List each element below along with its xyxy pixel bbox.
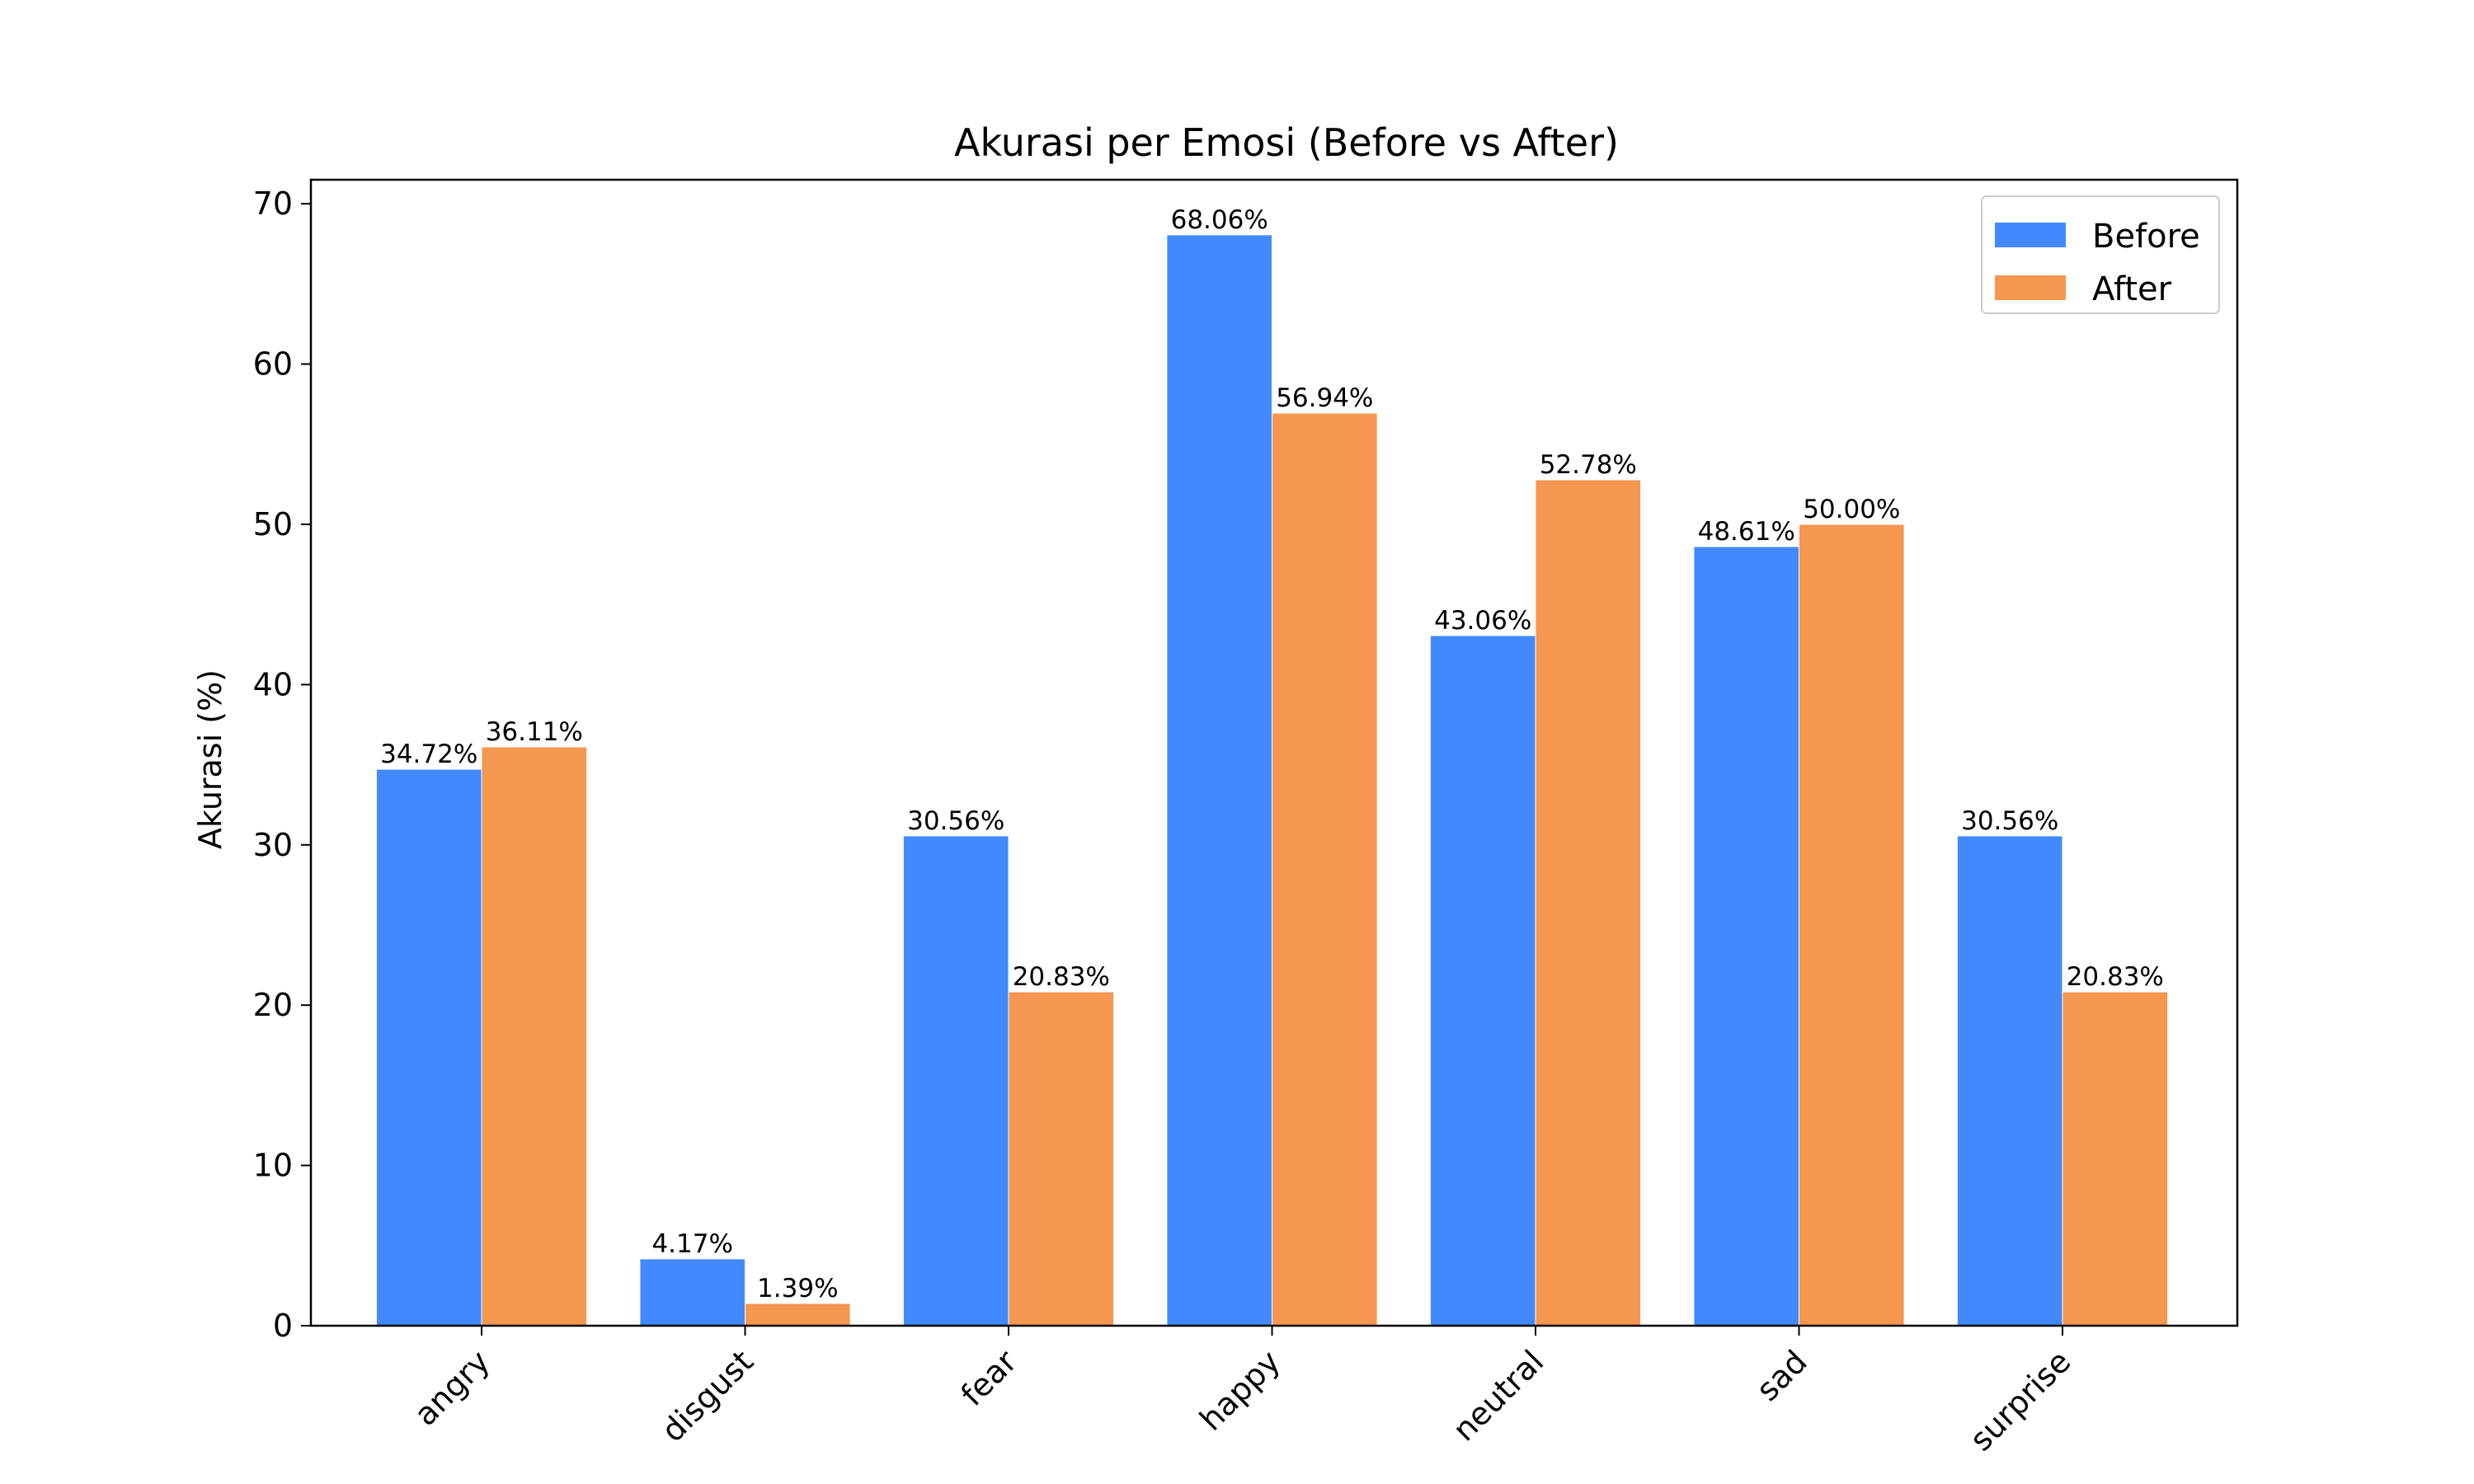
bar-label-before-happy: 68.06%	[1171, 205, 1268, 235]
bar-after-sad	[1799, 524, 1905, 1327]
y-tick-label-0: 0	[273, 1308, 293, 1344]
bar-after-fear	[1008, 991, 1115, 1327]
y-tick-label-10: 10	[253, 1148, 293, 1184]
bar-label-before-disgust: 4.17%	[651, 1229, 732, 1259]
plot-area: 34.72% 36.11% 4.17% 1.39% 30.56% 20.83% 68.06%…	[253, 178, 2239, 1458]
plot-frame	[309, 178, 2239, 1327]
bar-label-after-happy: 56.94%	[1276, 383, 1373, 413]
bar-label-before-fear: 30.56%	[907, 806, 1004, 836]
y-tick-label-60: 60	[253, 346, 293, 383]
y-tick-label-20: 20	[253, 987, 293, 1023]
bar-before-happy	[1166, 234, 1273, 1327]
y-tick-label-40: 40	[253, 666, 293, 702]
chart-title: Akurasi per Emosi (Before vs After)	[954, 120, 1619, 165]
bar-label-before-sad: 48.61%	[1698, 517, 1795, 547]
y-tick-label-70: 70	[253, 186, 293, 222]
bar-before-sad	[1693, 546, 1799, 1327]
legend-swatch-after	[1995, 275, 2066, 300]
bar-after-happy	[1272, 412, 1378, 1327]
bar-label-before-angry: 34.72%	[380, 740, 477, 769]
legend-label-after: After	[2092, 270, 2172, 308]
bar-label-before-surprise: 30.56%	[1961, 806, 2058, 836]
bar-after-neutral	[1535, 479, 1642, 1327]
y-axis-label: Akurasi (%)	[192, 669, 228, 849]
y-tick-label-50: 50	[253, 506, 293, 542]
legend-swatch-before	[1995, 223, 2066, 247]
bar-before-angry	[375, 768, 482, 1327]
bar-before-surprise	[1956, 835, 2063, 1327]
legend-label-before: Before	[2092, 218, 2200, 256]
bar-label-before-neutral: 43.06%	[1434, 606, 1531, 636]
bar-before-disgust	[639, 1258, 746, 1327]
bar-before-fear	[902, 835, 1009, 1327]
bar-label-after-sad: 50.00%	[1803, 495, 1900, 524]
bar-after-angry	[481, 746, 588, 1327]
y-tick-label-30: 30	[253, 827, 293, 863]
bar-label-after-surprise: 20.83%	[2067, 962, 2164, 992]
bar-after-surprise	[2062, 991, 2169, 1327]
bar-label-after-fear: 20.83%	[1013, 962, 1110, 992]
bar-label-after-neutral: 52.78%	[1540, 450, 1637, 480]
bar-before-neutral	[1429, 635, 1536, 1327]
bar-label-after-angry: 36.11%	[486, 717, 583, 747]
bar-after-disgust	[745, 1303, 851, 1327]
bar-label-after-disgust: 1.39%	[757, 1274, 838, 1303]
